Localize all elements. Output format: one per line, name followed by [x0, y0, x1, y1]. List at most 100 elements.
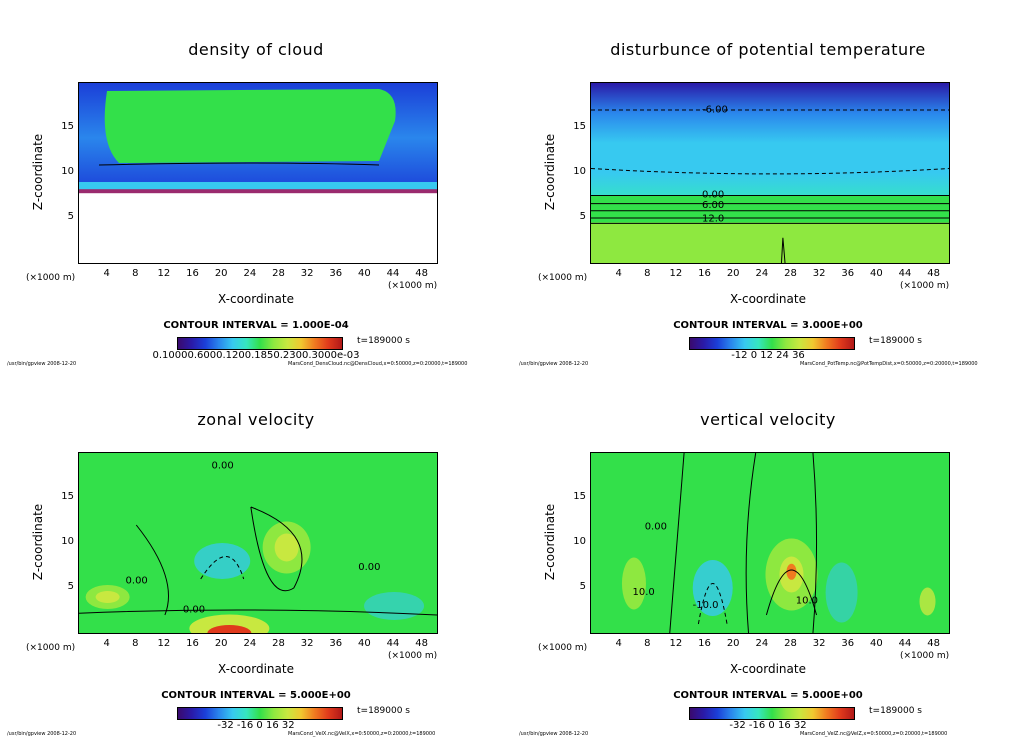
- x-tick-label: 36: [329, 268, 343, 279]
- y-axis-label: Z-coordinate: [543, 503, 557, 581]
- x-tick-label: 40: [870, 638, 883, 649]
- x-tick-label: 16: [698, 268, 711, 279]
- y-tick-label: 10: [61, 166, 74, 177]
- y-tick-label: 5: [67, 581, 74, 592]
- footer-right: MarsCond_DensCloud.nc@DensCloud,x=0:5000…: [288, 361, 468, 367]
- x-tick-label: 8: [644, 638, 651, 649]
- x-tick-label: 12: [669, 268, 683, 279]
- contour-interval: CONTOUR INTERVAL = 5.000E+00: [673, 690, 863, 701]
- contour-label: -6.00: [702, 105, 728, 116]
- x-unit-label-right: (×1000 m): [900, 281, 950, 291]
- footer-right: MarsCond_PotTemp.nc@PotTempDist,x=0:5000…: [800, 361, 978, 367]
- contour-label: 0.00: [211, 460, 233, 471]
- time-stamp: t=189000 s: [357, 706, 410, 716]
- contour-line: [250, 506, 303, 592]
- y-tick-label: 15: [573, 491, 586, 502]
- x-unit-label-left: (×1000 m): [538, 273, 588, 283]
- x-tick-label: 32: [812, 638, 826, 649]
- contour-line: [669, 453, 685, 633]
- field-plot: 0.00 10.0 -10.0 10.0: [591, 453, 949, 633]
- contour-label: 0.00: [183, 604, 205, 615]
- x-tick-label: 44: [386, 268, 400, 279]
- field-plot: -6.00 0.006.00 12.0: [591, 83, 949, 263]
- footer-left: /usr/bin/gpview 2008-12-20: [519, 361, 589, 367]
- contour-label: 0.00: [358, 562, 380, 573]
- footer-left: /usr/bin/gpview 2008-12-20: [519, 731, 589, 737]
- x-tick-label: 16: [186, 268, 199, 279]
- field-plot: 0.00 0.00 0.00 0.00: [79, 453, 437, 633]
- chart-panel-2: disturbunce of potential temperature -6.…: [512, 0, 1024, 370]
- colorbar-tick-labels: -32 -16 0 16 32: [729, 720, 807, 731]
- x-tick-label: 48: [415, 638, 429, 649]
- x-tick-label: 12: [157, 638, 171, 649]
- contour-label: 0.00: [702, 189, 724, 200]
- time-stamp: t=189000 s: [869, 336, 922, 346]
- footer-left: /usr/bin/gpview 2008-12-20: [7, 731, 77, 737]
- x-unit-label-right: (×1000 m): [388, 651, 438, 661]
- x-tick-label: 16: [186, 638, 199, 649]
- x-tick-label: 44: [898, 638, 912, 649]
- x-axis-label: X-coordinate: [218, 292, 294, 306]
- x-tick-label: 12: [157, 268, 171, 279]
- x-tick-label: 8: [132, 638, 139, 649]
- y-axis-label: Z-coordinate: [31, 503, 45, 581]
- y-tick-label: 15: [573, 121, 586, 132]
- x-tick-label: 4: [103, 638, 110, 649]
- contour-line: [780, 237, 786, 263]
- anomaly-positive: [189, 614, 270, 633]
- contour-label: 0.00: [645, 522, 667, 533]
- field-plot: [79, 83, 437, 263]
- y-tick-label: 5: [579, 581, 586, 592]
- field-background: [591, 453, 949, 633]
- x-axis-label: X-coordinate: [730, 662, 806, 676]
- x-tick-label: 36: [841, 268, 855, 279]
- contour-line: [200, 556, 245, 580]
- contour-label: 0.00: [126, 576, 148, 587]
- colorbar: [177, 337, 343, 350]
- contour-line: [697, 583, 728, 625]
- anomaly-max: [786, 563, 797, 580]
- contour-line: [765, 569, 818, 616]
- contour-label: 10.0: [796, 595, 818, 606]
- x-tick-label: 28: [784, 268, 797, 279]
- x-tick-label: 40: [870, 268, 883, 279]
- x-tick-label: 36: [841, 638, 855, 649]
- contour-line: [591, 168, 949, 175]
- chart-title: density of cloud: [188, 40, 324, 59]
- contour-interval: CONTOUR INTERVAL = 3.000E+00: [673, 320, 863, 331]
- colorbar: [689, 707, 855, 720]
- x-tick-label: 40: [358, 638, 371, 649]
- x-tick-label: 44: [386, 638, 400, 649]
- chart-title: disturbunce of potential temperature: [610, 40, 926, 59]
- x-tick-label: 8: [132, 268, 139, 279]
- contour-line: [812, 453, 818, 633]
- y-tick-label: 15: [61, 491, 74, 502]
- x-unit-label-left: (×1000 m): [538, 643, 588, 653]
- chart-title: vertical velocity: [700, 410, 836, 429]
- chart-title: zonal velocity: [197, 410, 315, 429]
- x-tick-label: 24: [755, 268, 769, 279]
- x-tick-label: 32: [300, 268, 314, 279]
- x-unit-label-left: (×1000 m): [26, 273, 76, 283]
- x-tick-label: 20: [214, 268, 228, 279]
- x-tick-label: 28: [272, 268, 285, 279]
- x-tick-label: 20: [214, 638, 228, 649]
- cloud-core: [104, 89, 396, 163]
- x-tick-label: 48: [927, 268, 941, 279]
- cloud-edge: [79, 189, 437, 194]
- contour-line: [79, 609, 437, 616]
- x-tick-label: 4: [615, 638, 622, 649]
- anomaly-negative: [825, 562, 858, 623]
- x-tick-label: 48: [415, 268, 429, 279]
- plot-area: 0.00 0.00 0.00 0.00: [78, 452, 438, 634]
- x-tick-label: 36: [329, 638, 343, 649]
- chart-panel-4: vertical velocity 0.00 10.0 -10.0 10.0 15 10…: [512, 370, 1024, 740]
- y-tick-label: 15: [61, 121, 74, 132]
- x-tick-label: 4: [103, 268, 110, 279]
- x-unit-label-right: (×1000 m): [388, 281, 438, 291]
- anomaly-negative: [194, 543, 251, 579]
- contour-label: -10.0: [693, 600, 719, 611]
- colorbar-tick-labels: 0.10000.6000.1200.1850.2300.3000e-03: [152, 350, 360, 361]
- contour-label: 10.0: [633, 587, 655, 598]
